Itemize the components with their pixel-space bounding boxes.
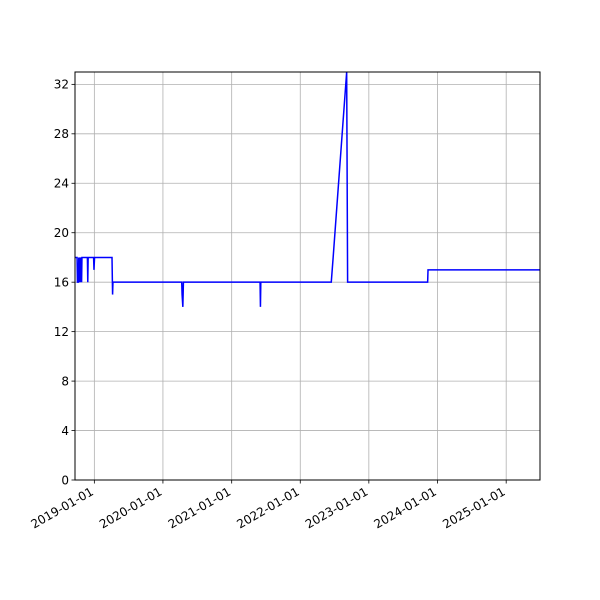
y-tick-label: 28	[54, 127, 69, 141]
x-tick-label: 2021-01-01	[166, 484, 233, 531]
x-tick-label: 2020-01-01	[97, 484, 164, 531]
x-tick-label: 2019-01-01	[28, 484, 95, 531]
y-tick-label: 24	[54, 177, 69, 191]
y-tick-label: 0	[61, 473, 69, 487]
y-tick-label: 4	[61, 424, 69, 438]
x-tick-label: 2024-01-01	[372, 484, 439, 531]
axes-frame	[74, 71, 541, 481]
y-tick-label: 12	[54, 325, 69, 339]
y-tick-label: 16	[54, 275, 69, 289]
grid-lines	[75, 72, 540, 481]
series-line	[75, 71, 540, 307]
axis-ticks: 0 4 8 12 16 20 24 28 32 2019-01-01 2020-01-01 2021-…	[28, 78, 507, 532]
x-tick-label: 2025-01-01	[440, 484, 507, 531]
y-tick-label: 20	[54, 226, 69, 240]
x-tick-label: 2022-01-01	[234, 484, 301, 531]
x-tick-label: 2023-01-01	[303, 484, 370, 531]
y-tick-label: 8	[61, 374, 69, 388]
y-tick-label: 32	[54, 78, 69, 92]
